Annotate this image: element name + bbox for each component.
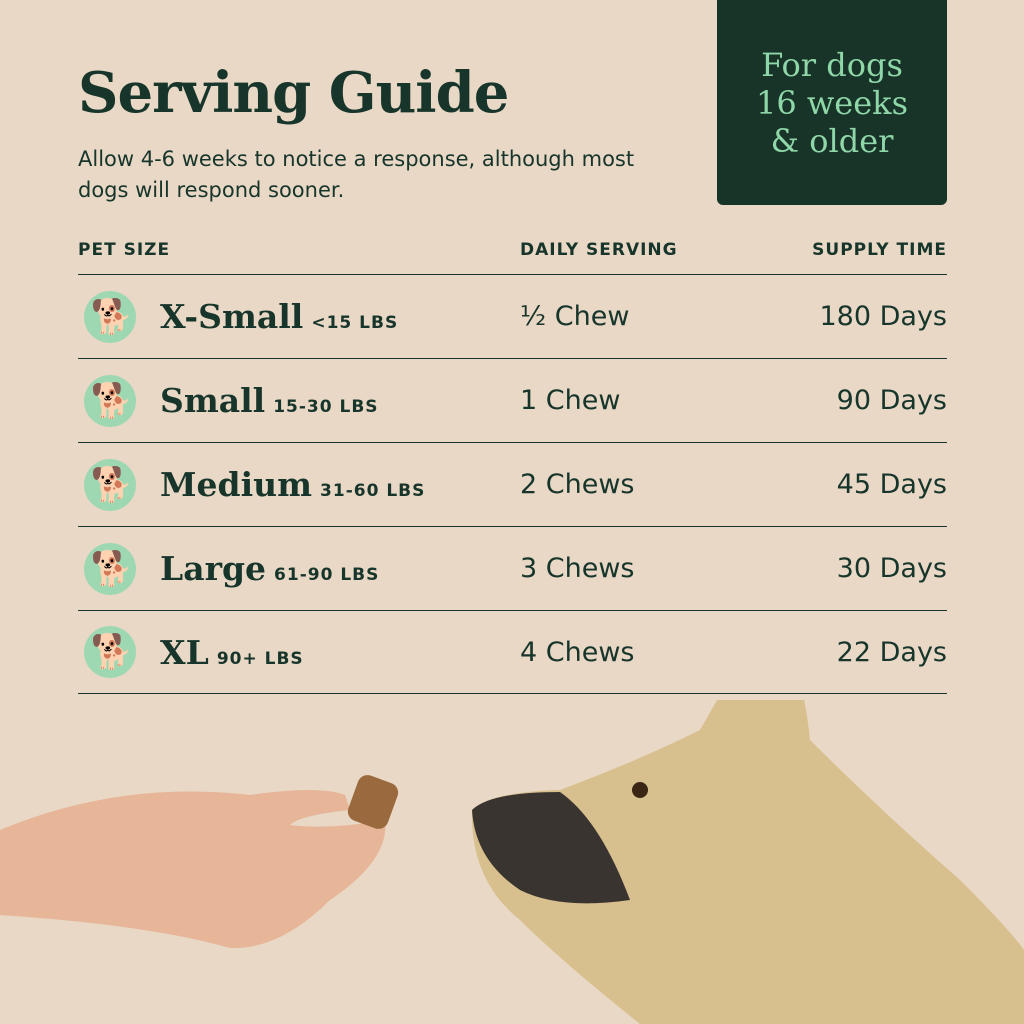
age-badge: For dogs 16 weeks & older [717,0,947,205]
dog-eye [632,782,648,798]
daily-serving: 4 Chews [520,636,635,668]
icon-circle [84,290,136,343]
supply-time: 22 Days [836,636,947,668]
badge-line: & older [770,122,894,160]
table-row: 🐕 Large 61-90 LBS 3 Chews 30 Days [78,526,947,610]
hand [0,790,386,949]
icon-circle [84,374,136,427]
chihuahua-icon: 🐕 [90,296,134,337]
size-label: Medium [160,465,313,504]
size-name: Large 61-90 LBS [160,549,379,588]
size-name: Small 15-30 LBS [160,381,379,420]
size-label: X-Small [160,297,304,336]
table-row: 🐕 Small 15-30 LBS 1 Chew 90 Days [78,358,947,442]
doberman-icon: 🐕 [90,632,134,672]
subtitle: Allow 4-6 weeks to notice a response, al… [78,147,635,202]
table-row: 🐕 X-Small <15 LBS ½ Chew 180 Days [78,274,947,358]
supply-time: 90 Days [836,385,947,416]
dog [471,700,1024,1024]
header-supply-time: SUPPLY TIME [812,240,947,260]
header-daily-serving: DAILY SERVING [520,240,678,260]
size-name: Medium 31-60 LBS [160,465,425,504]
size-name: XL 90+ LBS [160,633,304,672]
weight-range: 61-90 LBS [274,565,380,585]
size-label: Large [160,549,267,588]
daily-serving: 3 Chews [520,553,635,584]
weight-range: 15-30 LBS [273,397,379,417]
supply-time: 180 Days [819,301,948,332]
bulldog-icon: 🐕 [90,464,134,505]
table-row: 🐕 Medium 31-60 LBS 2 Chews 45 Days [78,442,947,526]
dog-muzzle [472,792,630,904]
weight-range: <15 LBS [311,313,399,333]
icon-circle [84,626,136,678]
size-name: X-Small <15 LBS [160,297,398,336]
weight-range: 90+ LBS [216,648,304,669]
weight-range: 31-60 LBS [320,481,426,501]
supply-time: 30 Days [836,553,947,584]
header-pet-size: PET SIZE [78,240,171,260]
icon-circle [84,542,136,595]
badge-line: 16 weeks [756,84,908,122]
badge-line: For dogs [761,46,903,84]
serving-table: 🐕 X-Small <15 LBS ½ Chew 180 Days 🐕 Small… [78,274,947,694]
daily-serving: ½ Chew [520,301,630,332]
supply-time: 45 Days [836,469,947,500]
size-label: XL [160,632,209,672]
chew [347,775,399,829]
dog-and-hand-photo [0,700,1024,1024]
daily-serving: 1 Chew [520,385,621,416]
page-title: Serving Guide [78,60,509,126]
size-label: Small [160,381,266,420]
table-row: 🐕 XL 90+ LBS 4 Chews 22 Days [78,610,947,694]
icon-circle [84,458,136,511]
retriever-icon: 🐕 [90,548,134,589]
daily-serving: 2 Chews [520,469,635,500]
dachshund-icon: 🐕 [90,380,134,421]
